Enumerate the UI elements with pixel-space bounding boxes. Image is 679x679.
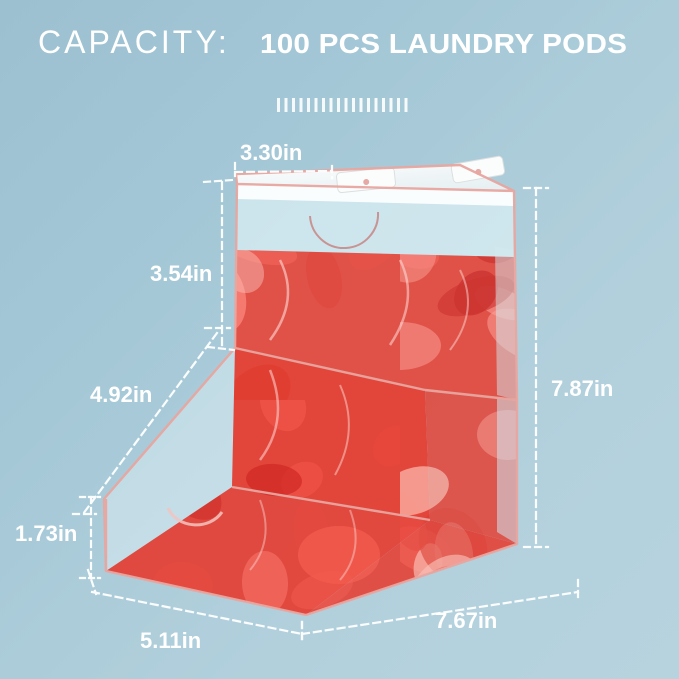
- svg-text:3.30in: 3.30in: [240, 140, 302, 165]
- svg-text:4.92in: 4.92in: [90, 382, 152, 407]
- svg-text:3.54in: 3.54in: [150, 261, 212, 286]
- svg-text:5.11in: 5.11in: [140, 628, 201, 653]
- svg-text:7.87in: 7.87in: [551, 376, 613, 401]
- svg-text:1.73in: 1.73in: [15, 521, 77, 546]
- svg-text:7.67in: 7.67in: [435, 608, 497, 633]
